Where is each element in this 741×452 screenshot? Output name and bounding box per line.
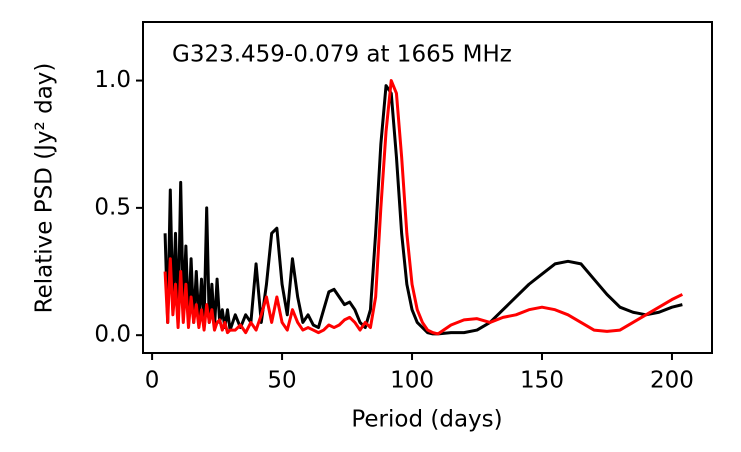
- annotation: G323.459-0.079 at 1665 MHz: [172, 42, 512, 68]
- series-line: [163, 79, 684, 336]
- series-line: [163, 84, 683, 336]
- y-axis-label: Relative PSD (Jy² day): [32, 63, 58, 314]
- y-tick-label: 0.0: [94, 322, 131, 348]
- y-tick-label: 0.5: [94, 194, 131, 220]
- x-tick-label: 200: [650, 368, 694, 394]
- x-axis-label: Period (days): [351, 407, 502, 433]
- x-tick-label: 50: [267, 368, 296, 394]
- plot-frame: [142, 21, 713, 354]
- y-tick-label: 1.0: [94, 67, 131, 93]
- x-tick-label: 0: [145, 368, 160, 394]
- x-tick-label: 150: [520, 368, 564, 394]
- x-tick-label: 100: [390, 368, 434, 394]
